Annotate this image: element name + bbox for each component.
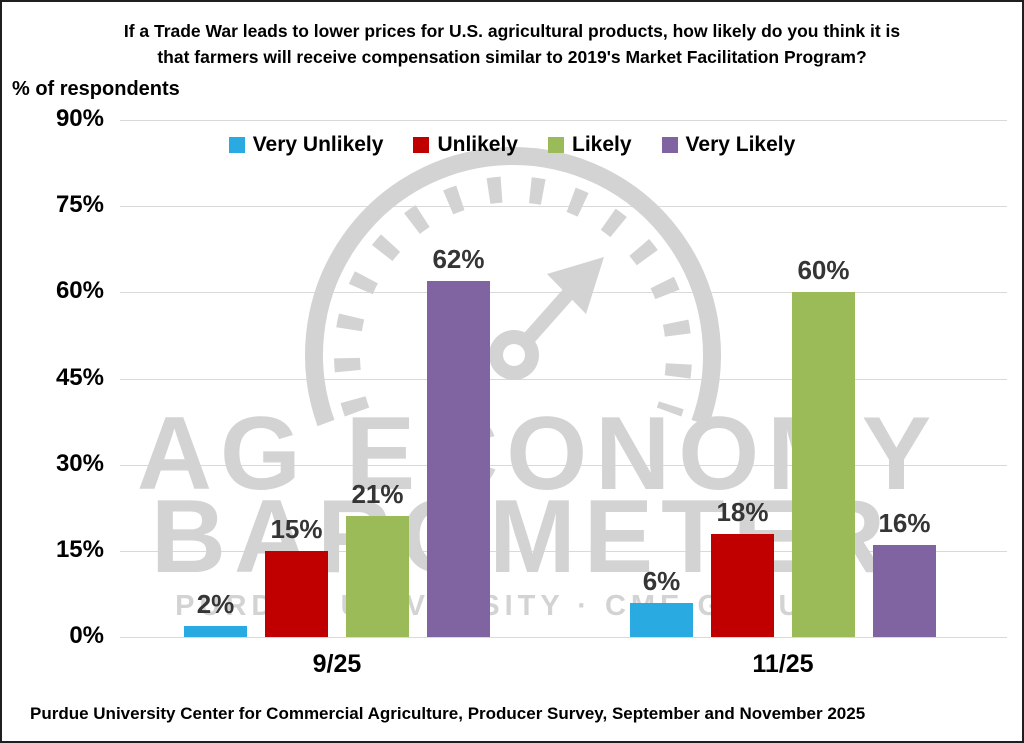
legend-label-very-unlikely: Very Unlikely bbox=[252, 133, 384, 156]
bar-unlikely-11-25 bbox=[711, 533, 774, 637]
legend-item-likely: Likely bbox=[548, 133, 632, 157]
bars-layer: 2% 6% 15% 18% 21% 60% 62% 16% bbox=[120, 120, 1007, 637]
legend-item-unlikely: Unlikely bbox=[413, 133, 518, 157]
gridline-15 bbox=[120, 550, 1007, 552]
bar-value-label-very-likely-11-25: 16% bbox=[878, 508, 931, 539]
bar-unlikely-9-25 bbox=[265, 550, 328, 637]
legend-swatch-very-likely bbox=[661, 137, 678, 153]
x-axis-category-label-9-25: 9/25 bbox=[312, 650, 362, 678]
bar-very-likely-9-25 bbox=[427, 280, 490, 637]
y-axis-tick-label-75: 75% bbox=[55, 191, 104, 219]
bar-value-label-likely-9-25: 21% bbox=[351, 479, 404, 510]
gridline-90 bbox=[120, 120, 1007, 121]
gridline-30 bbox=[120, 464, 1007, 466]
y-axis-tick-label-30: 30% bbox=[55, 449, 104, 477]
y-axis-note: % of respondents bbox=[12, 78, 180, 100]
legend-label-likely: Likely bbox=[572, 133, 632, 156]
legend: Very Unlikely Unlikely Likely Very Likely bbox=[2, 133, 1022, 157]
legend-label-very-likely: Very Likely bbox=[685, 133, 796, 156]
bar-value-label-likely-11-25: 60% bbox=[797, 255, 850, 286]
y-axis-tick-label-0: 0% bbox=[69, 622, 104, 649]
gridline-0 bbox=[120, 637, 1007, 638]
source-note: Purdue University Center for Commercial … bbox=[30, 704, 866, 723]
y-axis-tick-label-60: 60% bbox=[55, 277, 104, 305]
bar-value-label-very-likely-9-25: 62% bbox=[432, 243, 485, 274]
legend-item-very-likely: Very Likely bbox=[661, 133, 796, 157]
legend-item-very-unlikely: Very Unlikely bbox=[228, 133, 384, 157]
legend-swatch-very-unlikely bbox=[228, 137, 245, 153]
bar-likely-9-25 bbox=[346, 516, 409, 637]
legend-label-unlikely: Unlikely bbox=[437, 133, 518, 156]
bar-very-unlikely-11-25 bbox=[630, 602, 693, 637]
chart-title: If a Trade War leads to lower prices for… bbox=[123, 21, 901, 67]
y-axis-tick-label-15: 15% bbox=[55, 535, 104, 563]
y-axis-tick-label-45: 45% bbox=[55, 363, 104, 391]
bar-value-label-very-unlikely-9-25: 2% bbox=[196, 588, 235, 619]
bar-very-likely-11-25 bbox=[873, 545, 936, 637]
y-axis-tick-label-90: 90% bbox=[55, 105, 104, 132]
bar-very-unlikely-9-25 bbox=[184, 625, 247, 637]
bar-value-label-unlikely-9-25: 15% bbox=[270, 513, 323, 544]
x-axis-category-label-11-25: 11/25 bbox=[752, 650, 814, 678]
legend-swatch-unlikely bbox=[413, 137, 430, 153]
bar-likely-11-25 bbox=[792, 292, 855, 637]
legend-swatch-likely bbox=[548, 137, 564, 153]
bar-value-label-unlikely-11-25: 18% bbox=[716, 496, 769, 527]
bar-value-label-very-unlikely-11-25: 6% bbox=[642, 565, 681, 596]
